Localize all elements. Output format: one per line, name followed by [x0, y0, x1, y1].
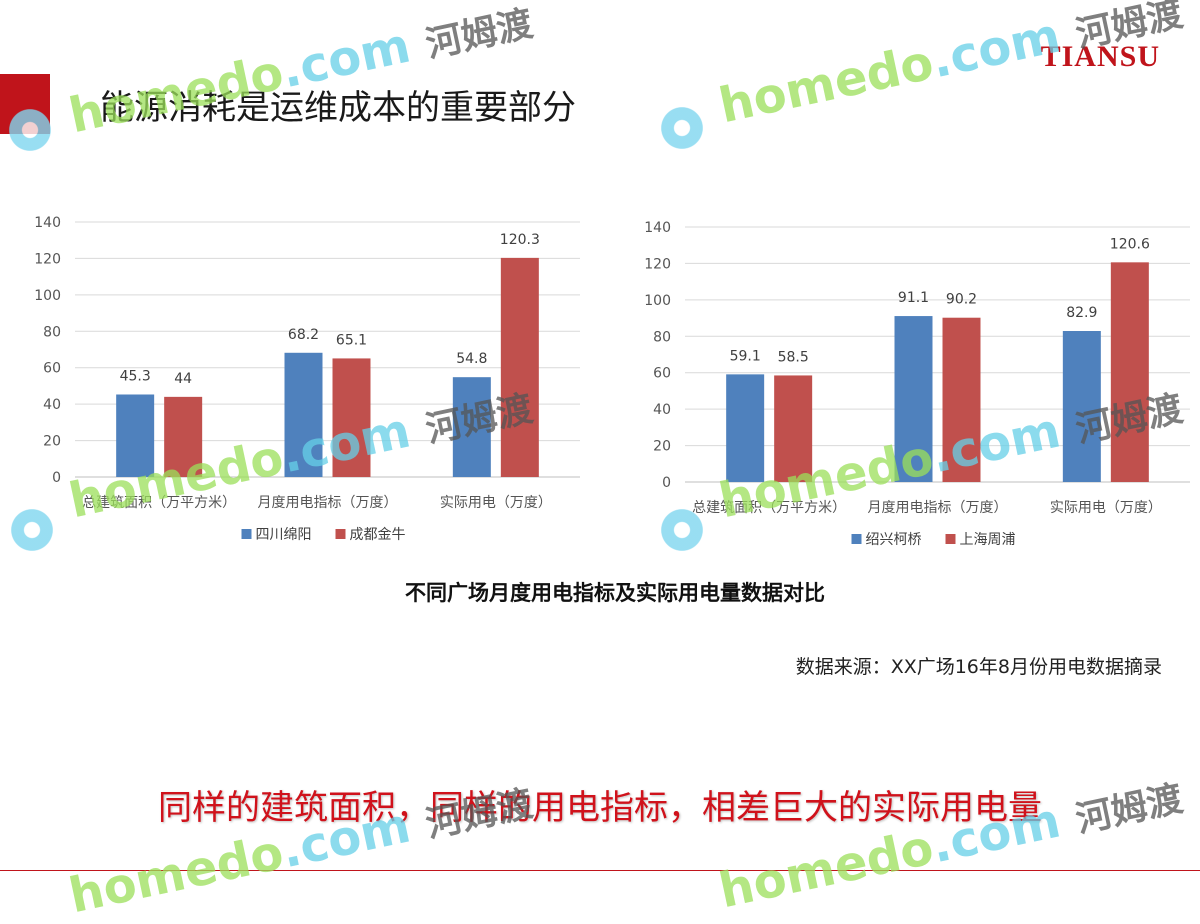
data-label: 82.9 — [1066, 305, 1097, 321]
data-label: 59.1 — [730, 348, 761, 364]
data-label: 44 — [174, 371, 192, 387]
watermark-flower-icon — [652, 500, 712, 560]
legend-swatch — [241, 529, 252, 539]
x-tick-label: 总建筑面积（万平方米） — [692, 500, 846, 516]
data-label: 65.1 — [336, 332, 367, 348]
bar — [894, 316, 933, 482]
data-label: 91.1 — [898, 290, 929, 306]
y-tick-label: 140 — [34, 215, 61, 231]
bar — [500, 257, 539, 477]
y-tick-label: 0 — [52, 470, 61, 486]
bar — [774, 375, 813, 482]
conclusion-text: 同样的建筑面积，同样的用电指标，相差巨大的实际用电量 — [158, 788, 1042, 828]
chart-caption: 不同广场月度用电指标及实际用电量数据对比 — [405, 581, 825, 605]
watermark-site: homedo — [64, 824, 289, 924]
watermark-flower-icon — [2, 500, 62, 560]
data-label: 90.2 — [946, 292, 977, 308]
x-tick-label: 月度用电指标（万度） — [258, 495, 398, 511]
watermark-flower-icon — [652, 98, 712, 158]
watermark-flower-icon — [0, 100, 60, 160]
y-tick-label: 60 — [43, 361, 61, 377]
bar — [1110, 262, 1149, 482]
bar — [284, 352, 323, 477]
slide-title: 能源消耗是运维成本的重要部分 — [100, 88, 576, 128]
y-tick-label: 120 — [644, 256, 671, 272]
legend-label: 绍兴柯桥 — [866, 532, 922, 548]
bottom-divider — [0, 870, 1200, 871]
legend-swatch — [335, 529, 346, 539]
bar — [452, 377, 491, 477]
legend-label: 成都金牛 — [350, 527, 406, 543]
x-tick-label: 月度用电指标（万度） — [868, 500, 1008, 516]
y-tick-label: 20 — [653, 439, 671, 455]
data-source-note: 数据来源：XX广场16年8月份用电数据摘录 — [795, 656, 1162, 678]
y-tick-label: 120 — [34, 251, 61, 267]
data-label: 120.6 — [1110, 236, 1150, 252]
data-label: 68.2 — [288, 327, 319, 343]
y-tick-label: 0 — [662, 475, 671, 491]
legend-swatch — [945, 534, 956, 544]
y-tick-label: 20 — [43, 434, 61, 450]
data-label: 45.3 — [120, 368, 151, 384]
y-tick-label: 60 — [653, 366, 671, 382]
data-label: 58.5 — [778, 349, 809, 365]
x-tick-label: 实际用电（万度） — [440, 495, 552, 511]
y-tick-label: 80 — [653, 329, 671, 345]
bar — [942, 317, 981, 482]
legend-swatch — [851, 534, 862, 544]
legend-label: 四川绵阳 — [256, 526, 312, 543]
tiansu-logo: TIANSU — [1040, 40, 1160, 73]
y-tick-label: 40 — [653, 402, 671, 418]
chart-right: 0 20 40 60 80 100 120 140 59.1 58.5 总建筑面积（万平方米） 91.… — [644, 220, 1190, 548]
bar — [726, 374, 765, 482]
bar — [164, 396, 203, 477]
y-tick-label: 80 — [43, 324, 61, 340]
watermark-site: homedo — [714, 34, 939, 135]
watermark-cn: 河姆渡 — [422, 3, 537, 66]
y-tick-label: 100 — [644, 293, 671, 309]
x-tick-label: 实际用电（万度） — [1050, 500, 1162, 516]
bar — [332, 358, 371, 477]
y-tick-label: 40 — [43, 397, 61, 413]
bar — [116, 394, 155, 477]
data-label: 120.3 — [500, 232, 540, 248]
chart-left: 0 20 40 60 80 100 120 140 45.3 44 总建筑面积（万平方米） 68.2 6… — [34, 215, 580, 543]
y-tick-label: 140 — [644, 220, 671, 236]
bar — [1062, 331, 1101, 482]
x-tick-label: 总建筑面积（万平方米） — [82, 495, 236, 511]
data-label: 54.8 — [456, 351, 487, 367]
legend-label: 上海周浦 — [960, 532, 1016, 548]
y-tick-label: 100 — [34, 288, 61, 304]
